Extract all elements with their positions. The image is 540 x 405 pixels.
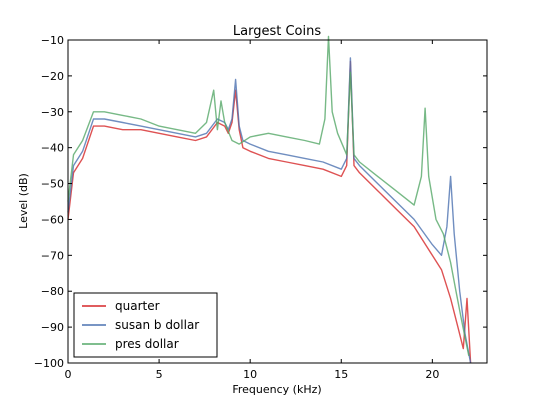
y-tick-label: −70 [41, 249, 64, 262]
y-tick-label: −50 [41, 178, 64, 191]
x-tick-label: 15 [334, 368, 348, 381]
y-axis: −10 −20 −30 −40 −50 −60 −70 −80 −90 −100 [34, 34, 487, 370]
legend-label-1: susan b dollar [115, 318, 199, 332]
y-tick-label: −10 [41, 34, 64, 47]
x-axis-label: Frequency (kHz) [232, 383, 321, 396]
series-line-0 [67, 60, 472, 364]
y-tick-label: −60 [41, 213, 64, 226]
series-line-1 [67, 57, 472, 364]
y-tick-label: −40 [41, 142, 64, 155]
x-axis: 0 5 10 15 20 [65, 40, 439, 381]
x-tick-label: 20 [425, 368, 439, 381]
y-tick-label: −30 [41, 106, 64, 119]
legend: quarter susan b dollar pres dollar [73, 292, 218, 358]
plot-lines [67, 35, 472, 364]
x-tick-label: 5 [156, 368, 163, 381]
legend-label-0: quarter [115, 299, 160, 313]
legend-label-2: pres dollar [115, 337, 179, 351]
y-tick-label: −80 [41, 285, 64, 298]
y-tick-label: −20 [41, 70, 64, 83]
chart-title: Largest Coins [233, 24, 321, 39]
x-tick-label: 10 [243, 368, 257, 381]
plot-frame [67, 39, 488, 364]
x-tick-label: 0 [65, 368, 72, 381]
y-axis-label: Level (dB) [17, 173, 30, 229]
series-line-2 [67, 35, 470, 356]
y-tick-label: −90 [41, 321, 64, 334]
y-tick-label: −100 [34, 357, 64, 370]
